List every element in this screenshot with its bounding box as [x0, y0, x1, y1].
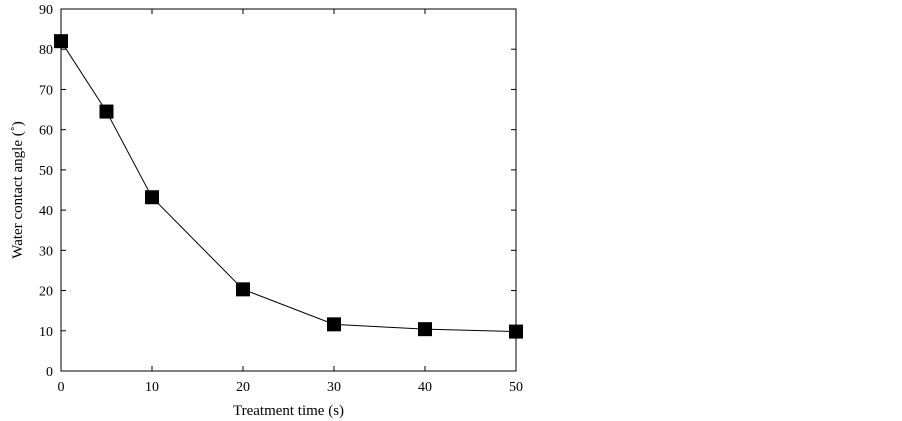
y-tick-label: 60: [39, 124, 53, 139]
x-tick-label: 40: [418, 380, 432, 395]
data-point-marker: [99, 104, 114, 119]
x-tick-label: 20: [236, 380, 250, 395]
series-line: [60, 40, 517, 333]
axis-ticks: [60, 8, 517, 372]
y-tick-label: 70: [39, 83, 53, 98]
y-tick-label: 20: [39, 285, 53, 300]
plot-frame: [60, 8, 517, 372]
x-axis-label: Treatment time (s): [233, 403, 344, 419]
data-point-marker: [145, 190, 159, 205]
y-tick-label: 30: [39, 244, 53, 259]
y-tick-label: 10: [39, 325, 53, 340]
x-tick-label: 10: [145, 380, 159, 395]
tick-labels: 0 10 20 30 40 50 0 10 20 30 40 50 60 70 80 90: [39, 3, 523, 395]
y-axis-label: Water contact angle (˚): [10, 121, 26, 258]
y-tick-label: 50: [39, 164, 53, 179]
x-tick-label: 0: [58, 380, 65, 395]
data-point-marker: [236, 282, 250, 297]
x-tick-label: 50: [509, 380, 523, 395]
x-tick-label: 30: [327, 380, 341, 395]
data-point-marker: [418, 322, 432, 337]
y-tick-label: 80: [39, 43, 53, 58]
data-point-marker: [54, 34, 68, 49]
y-tick-label: 90: [39, 3, 53, 18]
y-tick-label: 0: [46, 365, 53, 380]
data-point-marker: [327, 317, 341, 332]
y-tick-label: 40: [39, 204, 53, 219]
data-markers: [54, 34, 523, 339]
data-point-marker: [509, 324, 523, 339]
